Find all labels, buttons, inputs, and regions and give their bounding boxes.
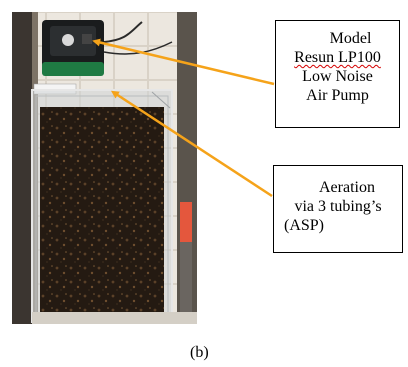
aeration-callout-line-1: Aeration: [319, 179, 375, 196]
aeration-callout-line-2: via 3 tubing’s: [294, 198, 382, 215]
pump-model-name: Resun LP100: [294, 49, 381, 66]
soil-container: [31, 89, 173, 323]
pump-callout-line-1: Model: [329, 30, 372, 47]
aeration-callout-line-3: (ASP): [284, 217, 325, 234]
aeration-setup-photo: [12, 12, 197, 324]
pump-callout-line-3: Low Noise: [302, 68, 373, 85]
figure-caption: (b): [190, 344, 209, 361]
aeration-callout-box: Aeration via 3 tubing’s (ASP): [273, 165, 403, 253]
air-pump: [42, 20, 104, 76]
pump-callout-line-4: Air Pump: [306, 87, 369, 104]
pump-callout-line-2: Resun LP100: [276, 48, 399, 67]
pump-callout-box: Model Resun LP100 Low Noise Air Pump: [275, 20, 400, 128]
